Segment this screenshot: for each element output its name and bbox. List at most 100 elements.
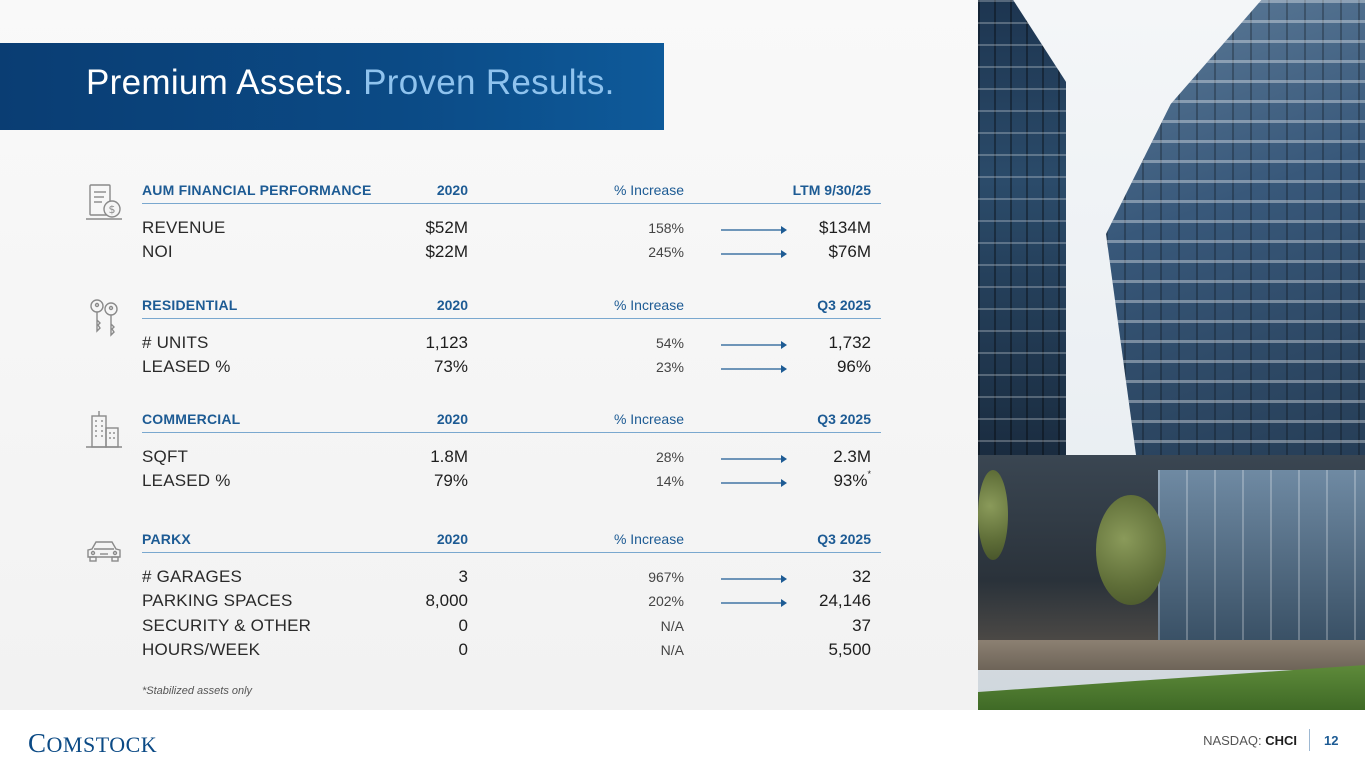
base-year-header: 2020 (436, 411, 468, 427)
title-banner (0, 43, 664, 130)
increase-header: % Increase (613, 531, 684, 547)
footnote: *Stabilized assets only (142, 685, 253, 697)
ticker-symbol: CHCI (1265, 733, 1297, 748)
svg-text:$: $ (109, 203, 116, 216)
end-period-header: LTM 9/30/25 (792, 182, 871, 198)
table-row: # UNITS 1,123 54% 1,732 (142, 333, 881, 357)
arrow-right-icon (721, 250, 787, 258)
table-row: SQFT 1.8M 28% 2.3M (142, 447, 881, 471)
end-value: $134M (819, 218, 871, 237)
office-building-icon (84, 410, 124, 450)
money-document-icon: $ (84, 182, 124, 222)
arrow-right-icon (721, 575, 787, 583)
base-year-header: 2020 (436, 182, 468, 198)
ticker-prefix: NASDAQ: (1203, 733, 1262, 748)
section-title: COMMERCIAL (142, 411, 241, 427)
end-value: 32 (852, 567, 871, 586)
row-label: NOI (142, 242, 173, 261)
percent-increase: N/A (660, 618, 684, 634)
section-title: RESIDENTIAL (142, 297, 238, 313)
photo-plaza (978, 640, 1365, 670)
photo-tower-left (978, 0, 1066, 455)
row-label: HOURS/WEEK (142, 640, 261, 659)
table-row: SECURITY & OTHER 0 N/A 37 (142, 616, 881, 640)
base-value: 1.8M (430, 447, 468, 466)
row-label: PARKING SPACES (142, 591, 293, 610)
end-value: 24,146 (819, 591, 871, 610)
row-label: # GARAGES (142, 567, 243, 586)
page-title: Premium Assets. Proven Results. (86, 63, 615, 103)
row-label: LEASED % (142, 471, 231, 490)
arrow-right-icon (721, 599, 787, 607)
row-label: SECURITY & OTHER (142, 616, 312, 635)
building-photo (978, 0, 1365, 710)
title-part-2: Proven Results. (363, 63, 615, 102)
increase-header: % Increase (613, 411, 684, 427)
row-label: # UNITS (142, 333, 209, 352)
percent-increase: 245% (648, 244, 684, 260)
row-label: REVENUE (142, 218, 226, 237)
table-row: # GARAGES 3 967% 32 (142, 567, 881, 591)
section-title: AUM FINANCIAL PERFORMANCE (142, 182, 372, 198)
comstock-logo: COMSTOCK (28, 728, 157, 759)
arrow-right-icon (721, 479, 787, 487)
section-header: AUM FINANCIAL PERFORMANCE 2020 % Increas… (142, 180, 881, 204)
percent-increase: 54% (655, 335, 684, 351)
end-period-header: Q3 2025 (817, 531, 871, 547)
base-value: 0 (458, 616, 468, 635)
end-value: $76M (828, 242, 871, 261)
arrow-right-icon (721, 341, 787, 349)
end-period-header: Q3 2025 (817, 411, 871, 427)
base-value: $22M (425, 242, 468, 261)
section-header: PARKX 2020 % Increase Q3 2025 (142, 529, 881, 553)
footnote-mark: * (867, 469, 871, 479)
end-value: 5,500 (828, 640, 871, 659)
end-value: 2.3M (833, 447, 871, 466)
increase-header: % Increase (613, 182, 684, 198)
logo-rest: OMSTOCK (46, 732, 158, 757)
page-number: 12 (1324, 733, 1339, 748)
increase-header: % Increase (613, 297, 684, 313)
percent-increase: 967% (648, 569, 684, 585)
end-value: 37 (852, 616, 871, 635)
section-header: COMMERCIAL 2020 % Increase Q3 2025 (142, 409, 881, 433)
photo-tree (1096, 495, 1166, 605)
logo-initial: C (28, 728, 47, 758)
photo-podium-glass (1158, 470, 1365, 640)
arrow-right-icon (721, 226, 787, 234)
percent-increase: 14% (655, 473, 684, 489)
base-year-header: 2020 (436, 531, 468, 547)
base-value: 73% (433, 357, 468, 376)
car-icon (84, 530, 124, 570)
table-row: LEASED % 73% 23% 96% (142, 357, 881, 381)
base-value: 79% (433, 471, 468, 490)
table-row: LEASED % 79% 14% 93%* (142, 469, 881, 495)
percent-increase: 158% (648, 220, 684, 236)
table-row: PARKING SPACES 8,000 202% 24,146 (142, 591, 881, 615)
table-row: NOI $22M 245% $76M (142, 242, 881, 266)
photo-lawn (978, 665, 1365, 710)
percent-increase: 23% (655, 359, 684, 375)
photo-tree (978, 470, 1008, 560)
base-year-header: 2020 (436, 297, 468, 313)
footer-divider (1309, 729, 1310, 751)
section-title: PARKX (142, 531, 191, 547)
row-label: LEASED % (142, 357, 231, 376)
base-value: 8,000 (425, 591, 468, 610)
base-value: 3 (458, 567, 468, 586)
end-period-header: Q3 2025 (817, 297, 871, 313)
base-value: $52M (425, 218, 468, 237)
keys-icon (84, 297, 124, 337)
arrow-right-icon (721, 455, 787, 463)
base-value: 1,123 (425, 333, 468, 352)
arrow-right-icon (721, 365, 787, 373)
ticker-label: NASDAQ: CHCI (1203, 733, 1297, 748)
base-value: 0 (458, 640, 468, 659)
title-part-1: Premium Assets. (86, 63, 354, 102)
end-value: 93%* (833, 469, 871, 491)
table-row: REVENUE $52M 158% $134M (142, 218, 881, 242)
percent-increase: N/A (660, 642, 684, 658)
end-value: 1,732 (828, 333, 871, 352)
section-header: RESIDENTIAL 2020 % Increase Q3 2025 (142, 295, 881, 319)
percent-increase: 202% (648, 593, 684, 609)
